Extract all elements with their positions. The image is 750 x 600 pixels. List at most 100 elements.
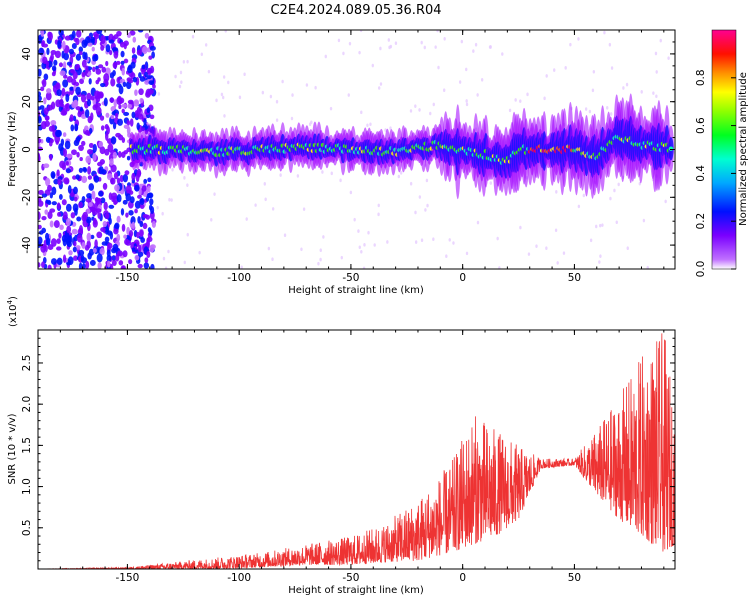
heatmap-cell bbox=[61, 234, 67, 243]
heatmap-cell bbox=[45, 177, 51, 187]
heatmap-cell bbox=[480, 77, 484, 82]
heatmap-cell bbox=[140, 237, 146, 243]
heatmap-cell bbox=[366, 123, 369, 128]
heatmap-cell bbox=[126, 119, 131, 126]
heatmap-cell bbox=[271, 257, 274, 261]
heatmap-cell bbox=[43, 97, 47, 105]
heatmap-cell bbox=[114, 112, 119, 118]
heatmap-cell bbox=[52, 85, 57, 93]
heatmap-cell bbox=[267, 246, 271, 251]
heatmap-cell bbox=[74, 123, 79, 132]
heatmap-cell bbox=[66, 225, 72, 234]
heatmap-cell bbox=[476, 220, 480, 225]
heatmap-cell bbox=[63, 52, 70, 61]
heatmap-cell bbox=[44, 115, 50, 121]
heatmap-cell bbox=[302, 207, 306, 211]
heatmap-cell bbox=[314, 85, 317, 90]
heatmap-cell bbox=[105, 60, 109, 67]
heatmap-cell bbox=[92, 143, 97, 153]
heatmap-cell bbox=[592, 70, 596, 74]
heatmap-cell bbox=[46, 47, 50, 56]
heatmap-cell bbox=[186, 232, 189, 237]
heatmap-cell bbox=[85, 197, 92, 203]
heatmap-cell bbox=[340, 255, 343, 260]
heatmap-cell bbox=[100, 35, 106, 45]
heatmap-cell bbox=[501, 52, 504, 56]
heatmap-cell bbox=[137, 216, 141, 224]
heatmap-cell bbox=[85, 155, 92, 164]
heatmap-cell bbox=[136, 49, 143, 56]
heatmap-cell bbox=[556, 261, 559, 265]
heatmap-cell bbox=[186, 183, 189, 187]
snr-xtick-label: -100 bbox=[227, 572, 251, 584]
heatmap-cell bbox=[108, 204, 115, 209]
heatmap-cell bbox=[49, 153, 53, 161]
heatmap-cell bbox=[110, 78, 116, 87]
heatmap-cell bbox=[127, 103, 132, 109]
heatmap-cell bbox=[41, 78, 47, 88]
heatmap-cell bbox=[136, 106, 142, 115]
heatmap-cell bbox=[71, 228, 78, 235]
heatmap-cell bbox=[129, 230, 134, 238]
heatmap-cell bbox=[224, 30, 227, 33]
heatmap-cell bbox=[122, 81, 127, 88]
heatmap-cell bbox=[137, 194, 142, 199]
heatmap-cell bbox=[86, 232, 92, 242]
heatmap-cell bbox=[138, 72, 142, 79]
heatmap-cell bbox=[588, 109, 592, 114]
heatmap-cell bbox=[414, 104, 417, 108]
heatmap-cell bbox=[389, 126, 392, 131]
heatmap-cell bbox=[394, 41, 398, 46]
heatmap-cell bbox=[51, 186, 57, 196]
heatmap-cell bbox=[617, 182, 620, 187]
heatmap-cell bbox=[143, 178, 148, 184]
heatmap-cell bbox=[545, 74, 548, 78]
heatmap-cell bbox=[116, 215, 121, 223]
heatmap-cell bbox=[81, 241, 86, 249]
heatmap-cell bbox=[554, 228, 558, 233]
heatmap-cell bbox=[86, 208, 91, 214]
heatmap-cell bbox=[47, 104, 53, 111]
heatmap-cell bbox=[78, 46, 84, 53]
heatmap-cell bbox=[102, 182, 108, 190]
heatmap-cell bbox=[144, 32, 150, 39]
heatmap-cell bbox=[245, 217, 248, 221]
heatmap-cell bbox=[38, 138, 42, 144]
heatmap-cell bbox=[143, 118, 147, 126]
colorbar-gradient bbox=[711, 29, 737, 270]
heatmap-cell bbox=[84, 109, 90, 118]
heatmap-cell bbox=[330, 171, 333, 176]
heatmap-cell bbox=[107, 242, 113, 249]
heatmap-cell bbox=[116, 83, 122, 88]
heatmap-cell bbox=[80, 94, 87, 103]
heatmap-cell bbox=[92, 104, 98, 111]
heatmap-cell bbox=[81, 39, 88, 49]
heatmap-cell bbox=[120, 50, 125, 58]
heatmap-cell bbox=[220, 92, 224, 97]
heatmap-cell bbox=[96, 30, 103, 35]
heatmap-cell bbox=[426, 203, 429, 208]
heatmap-cell bbox=[123, 58, 129, 64]
heatmap-cell bbox=[144, 71, 148, 78]
heatmap-cell bbox=[577, 37, 580, 41]
heatmap-cell bbox=[379, 82, 383, 86]
heatmap-cell bbox=[562, 251, 566, 255]
heatmap-cell bbox=[38, 189, 44, 196]
heatmap-cell bbox=[584, 107, 588, 111]
heatmap-cell bbox=[59, 160, 66, 169]
heatmap-cell bbox=[111, 47, 118, 52]
heatmap-cell bbox=[78, 51, 83, 56]
heatmap-cell bbox=[88, 78, 92, 85]
heatmap-cell bbox=[45, 237, 51, 246]
heatmap-cell bbox=[65, 161, 69, 166]
heatmap-cell bbox=[88, 183, 95, 191]
heatmap-cell bbox=[99, 247, 105, 256]
heatmap-cell bbox=[58, 232, 62, 239]
heatmap-cell bbox=[38, 262, 41, 268]
heatmap-cell bbox=[75, 53, 82, 61]
spectrogram-ytick-label: 0 bbox=[21, 146, 33, 153]
heatmap-cell bbox=[88, 248, 95, 256]
heatmap-cell bbox=[51, 124, 55, 133]
heatmap-cell bbox=[147, 227, 152, 233]
heatmap-cell bbox=[465, 99, 468, 103]
